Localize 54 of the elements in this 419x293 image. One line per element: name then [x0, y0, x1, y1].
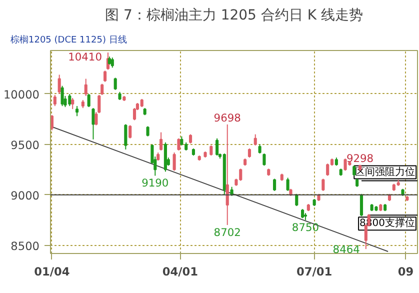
candlestick: [344, 158, 347, 172]
candlestick: [110, 57, 114, 68]
candlestick: [84, 78, 88, 96]
annotation: 10410: [68, 50, 102, 64]
candlestick: [92, 108, 95, 140]
candlestick: [258, 144, 262, 154]
candlestick: [180, 136, 184, 146]
candlestick: [100, 83, 104, 96]
candlestick: [128, 124, 132, 139]
y-tick-label: 9000: [10, 188, 40, 202]
candlestick: [262, 153, 266, 166]
candlestick: [87, 93, 90, 108]
annotation: 区间强阻力位: [355, 166, 416, 178]
annotation: 9298: [346, 152, 374, 165]
x-tick-label: 01/04: [34, 264, 70, 278]
candlestick: [352, 165, 356, 176]
candlestick: [301, 208, 304, 219]
y-tick-label: 10000: [3, 87, 40, 102]
x-tick-label: 04/01: [162, 264, 198, 278]
candlestick: [146, 126, 150, 137]
candlestick: [226, 124, 229, 226]
annotation: 9190: [142, 176, 169, 190]
candlestick: [60, 85, 64, 107]
annotation: 8750: [292, 221, 320, 234]
candlestick: [104, 70, 107, 82]
chart-title: 图 7：棕榈油主力 1205 合约日 K 线走势: [105, 8, 363, 24]
candlestick: [322, 178, 325, 192]
candlestick: [177, 138, 180, 151]
x-tick-label: 07/01: [296, 264, 332, 278]
candlestick: [360, 193, 364, 217]
annotation: 8464: [332, 243, 360, 256]
y-tick-label: 8500: [10, 238, 40, 253]
candlestick: [248, 148, 252, 158]
candlestick: [188, 134, 192, 144]
chart-subtitle: 棕榈1205 (DCE 1125) 日线: [10, 34, 127, 46]
candlestick: [273, 178, 276, 192]
candlestick: [254, 134, 257, 146]
candlestick: [53, 94, 56, 107]
annotation: 9698: [214, 111, 242, 124]
candlestick: [326, 163, 330, 176]
candlestick: [286, 177, 290, 192]
candlestick: [216, 138, 219, 156]
candlestick: [114, 77, 117, 90]
candlestick: [160, 132, 163, 151]
candlestick: [210, 144, 213, 156]
candlestick: [71, 97, 74, 110]
candlestick: [58, 74, 61, 94]
y-tick-label: 9500: [10, 138, 40, 152]
candlestick: [295, 193, 298, 207]
candlestick: [124, 124, 128, 150]
x-tick-label: 09: [398, 264, 414, 278]
annotation: 8702: [214, 226, 241, 240]
candlestick: [76, 106, 79, 117]
candlestick: [172, 152, 176, 172]
